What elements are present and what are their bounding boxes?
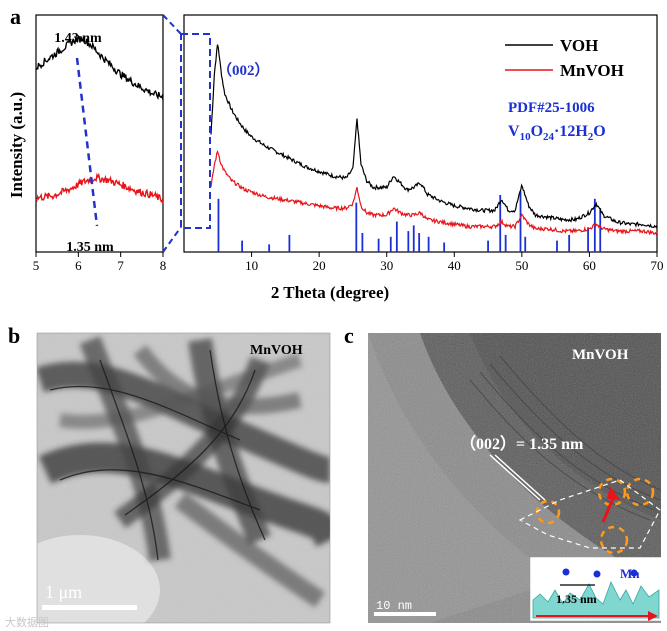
main-x-tick-label: 30 (380, 258, 393, 273)
main-x-tick-label: 40 (448, 258, 461, 273)
main-series-mnvoh (210, 149, 658, 236)
inset-x-tick-label: 6 (75, 258, 82, 273)
inset-element-label: Mn (620, 566, 640, 581)
reference-card-label: PDF#25-1006 (508, 100, 595, 116)
lattice-annotation: （002）= 1.35 nm (460, 435, 584, 453)
panel-c-scale-bar (374, 612, 436, 616)
profile-fill (532, 580, 660, 619)
panel-b-scale-bar (42, 605, 137, 610)
pdf-reference-sticks (217, 191, 602, 252)
panel-b-scale-label: 1 μm (45, 582, 82, 602)
tem-image-low-mag (37, 333, 330, 623)
panel-b-sample-label: MnVOH (250, 343, 303, 358)
reference-formula: V10O24·12H2O (508, 123, 606, 143)
main-x-tick-label: 10 (245, 258, 258, 273)
panel-c-label: c (344, 323, 354, 348)
legend-label-mnvoh: MnVOH (560, 61, 624, 80)
inset-peak-shift-line (75, 57, 99, 227)
main-x-tick-label: 60 (583, 258, 596, 273)
inset-series-mnvoh (35, 172, 164, 204)
zoom-guide-bottom (162, 226, 182, 253)
inset-series-voh (35, 34, 164, 101)
main-series (210, 44, 658, 236)
inset-series (35, 34, 164, 204)
panel-c-scale-label: 10 nm (376, 599, 412, 613)
legend-label-voh: VOH (560, 36, 598, 55)
panel-c-sample-label: MnVOH (572, 347, 629, 363)
peak-002-label: （002） (217, 61, 270, 79)
panel-a-label: a (10, 4, 21, 29)
mn-marker-3 (630, 569, 638, 577)
inset-x-tick-label: 7 (117, 258, 124, 273)
inset-peak-label-voh: 1.43 nm (54, 31, 102, 46)
red-arrow (601, 495, 616, 523)
watermark: 大数据图 (5, 615, 49, 629)
main-x-tick-label: 50 (515, 258, 528, 273)
inset-x-ticks: 5 6 7 8 (33, 252, 167, 273)
peak-002-box (180, 33, 211, 229)
mn-marker-1 (562, 568, 570, 576)
inset-spacing-label: 1.35 nm (556, 592, 597, 606)
zoom-guide-top (162, 14, 182, 35)
mn-marker-2 (593, 570, 601, 578)
main-series-voh (210, 44, 658, 229)
main-plot-frame (183, 14, 658, 253)
inset-x-tick-label: 5 (33, 258, 40, 273)
legend: VOH MnVOH (505, 36, 624, 80)
main-x-tick-label: 20 (313, 258, 326, 273)
x-axis-label: 2 Theta (degree) (271, 283, 389, 302)
panel-b-label: b (8, 323, 20, 348)
y-axis-label: Intensity (a.u.) (7, 92, 26, 198)
main-x-tick-label: 70 (651, 258, 664, 273)
main-x-ticks: 10 20 30 40 50 60 70 (245, 252, 664, 273)
inset-x-tick-label: 8 (160, 258, 167, 273)
inset-peak-label-mnvoh: 1.35 nm (66, 240, 114, 255)
inset-frame (35, 14, 164, 253)
